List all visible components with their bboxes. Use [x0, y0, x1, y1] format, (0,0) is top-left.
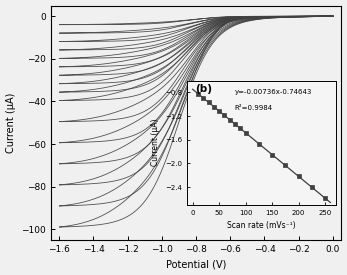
Y-axis label: Current (μA): Current (μA)	[6, 93, 16, 153]
X-axis label: Potential (V): Potential (V)	[166, 259, 226, 270]
